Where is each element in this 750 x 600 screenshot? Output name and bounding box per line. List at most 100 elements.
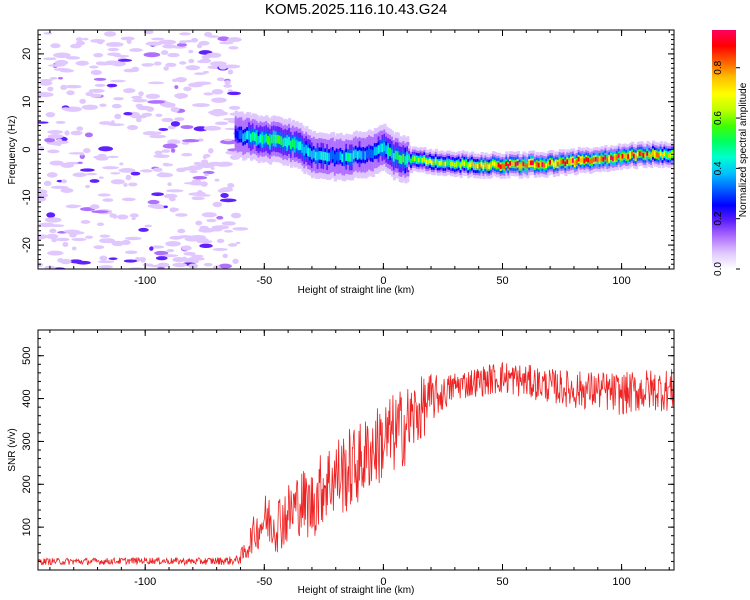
ridge-cell (246, 130, 250, 140)
noise-speckle (54, 59, 69, 66)
ridge-cell (486, 164, 490, 169)
noise-speckle (201, 212, 217, 218)
noise-speckle (102, 166, 119, 170)
noise-speckle (206, 218, 217, 223)
noise-speckle (165, 62, 177, 67)
noise-speckle (46, 233, 59, 240)
ridge-cell (655, 152, 660, 157)
colorbar-tick-label: 0.8 (713, 60, 724, 74)
ridge-cell (535, 162, 539, 167)
ridge-cell (522, 161, 526, 166)
noise-speckle (47, 134, 64, 139)
noise-speckle (151, 37, 165, 41)
noise-speckle (207, 35, 220, 38)
snr-line (38, 362, 674, 567)
ridge-cell (581, 157, 585, 163)
ridge-cell (383, 142, 387, 152)
noise-speckle (113, 97, 124, 101)
spectrogram-y-label: Frequency (Hz) (7, 116, 18, 185)
noise-speckle (75, 37, 83, 42)
noise-speckle (216, 215, 224, 220)
ridge-cell (602, 157, 606, 162)
ridge-cell (318, 150, 322, 160)
noise-speckle (116, 214, 129, 220)
noise-speckle (145, 41, 163, 46)
noise-speckle (181, 166, 199, 171)
ridge-cell (653, 151, 658, 157)
noise-speckle (119, 162, 124, 166)
noise-speckle (203, 125, 222, 131)
ridge-cell (259, 134, 263, 143)
y-tick-label: 200 (21, 475, 33, 493)
noise-speckle (109, 213, 115, 218)
noise-speckle (227, 182, 235, 188)
x-tick-label: -100 (134, 275, 156, 287)
noise-speckle (53, 52, 71, 59)
noise-speckle (111, 60, 127, 67)
ridge-cell (307, 147, 311, 157)
ridge-cell (669, 153, 673, 158)
noise-speckle (181, 245, 192, 251)
noise-speckle (163, 193, 178, 199)
noise-speckle (155, 113, 163, 117)
noise-speckle (97, 193, 111, 197)
noise-speckle (51, 237, 58, 243)
ridge-cell (589, 159, 593, 164)
noise-speckle (121, 197, 136, 202)
ridge-cell (238, 130, 242, 139)
noise-speckle (147, 199, 160, 205)
ridge-cell (284, 137, 288, 147)
noise-speckle (180, 125, 194, 130)
ridge-cell (316, 151, 320, 161)
ridge-cell (392, 153, 397, 162)
ridge-cell (549, 159, 553, 165)
ridge-cell (636, 151, 640, 157)
ridge-cell (518, 164, 522, 169)
ridge-cell (585, 157, 589, 162)
ridge-cell (337, 152, 341, 162)
noise-speckle (88, 88, 105, 93)
spectrogram-heatmap (38, 30, 674, 269)
noise-speckle (224, 80, 231, 85)
figure-title: KOM5.2025.116.10.43.G24 (265, 1, 447, 18)
noise-speckle (69, 232, 77, 238)
snr-series (38, 362, 674, 567)
noise-speckle (174, 85, 179, 90)
ridge-cell (478, 164, 482, 169)
colorbar-tick-label: 0.4 (713, 161, 724, 175)
noise-speckle (120, 36, 135, 41)
noise-speckle (187, 256, 205, 261)
x-tick-label: -50 (256, 275, 272, 287)
ridge-cell (251, 131, 256, 141)
noise-speckle (97, 260, 115, 264)
noise-speckle (65, 204, 79, 209)
noise-speckle (98, 176, 104, 179)
noise-speckle (211, 89, 224, 95)
ridge-cell (408, 155, 412, 161)
noise-speckle (79, 98, 87, 104)
ridge-cell (375, 146, 379, 156)
noise-speckle (49, 160, 64, 166)
noise-speckle (212, 201, 223, 208)
ridge-cell (503, 164, 507, 169)
noise-speckle (188, 263, 199, 269)
noise-speckle (91, 210, 109, 214)
ridge-cell (480, 161, 484, 167)
ridge-cell (417, 157, 421, 163)
noise-speckle (199, 243, 213, 249)
ridge-cell (446, 160, 450, 165)
ridge-cell (592, 157, 597, 163)
ridge-cell (410, 158, 414, 164)
ridge-cell (248, 130, 252, 140)
ridge-cell (432, 160, 437, 166)
y-tick-label: 500 (21, 347, 33, 365)
ridge-cell (587, 157, 591, 163)
noise-speckle (222, 64, 241, 69)
x-tick-label: 100 (612, 576, 630, 588)
x-tick-label: 0 (380, 275, 386, 287)
ridge-cell (379, 143, 383, 153)
noise-speckle (183, 251, 196, 256)
noise-speckle (64, 84, 82, 89)
noise-speckle (89, 179, 100, 183)
